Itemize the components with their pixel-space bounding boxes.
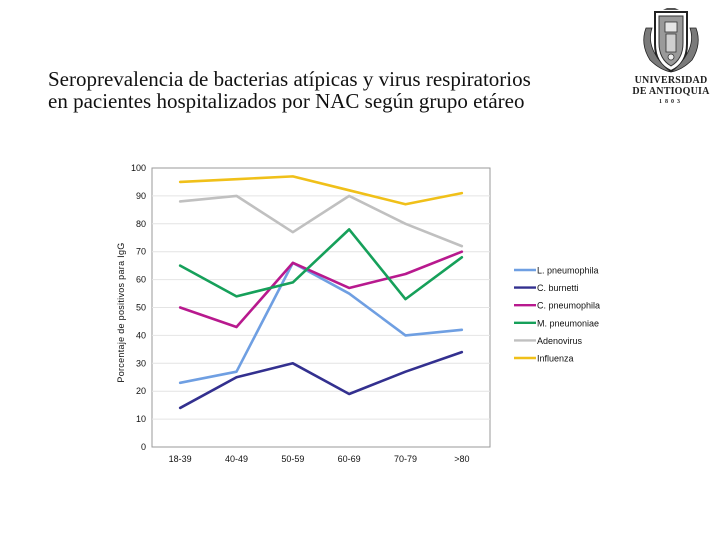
y-axis-label: Porcentaje de positivos para IgG xyxy=(116,242,126,382)
legend-label: Influenza xyxy=(537,354,574,364)
slide-title-line-1: Seroprevalencia de bacterias atípicas y … xyxy=(48,67,531,91)
university-logo: UNIVERSIDAD DE ANTIOQUIA 1803 xyxy=(630,6,712,108)
logo-text-line-1: UNIVERSIDAD xyxy=(634,75,708,86)
y-tick-label: 80 xyxy=(136,219,146,229)
legend: L. pneumophila C. burnetti C. pneumophila M… xyxy=(514,266,600,364)
y-tick-label: 0 xyxy=(141,442,146,452)
series-line xyxy=(178,250,464,329)
series-lines xyxy=(178,175,464,410)
x-tick-label: >80 xyxy=(454,454,469,464)
y-tick-label: 70 xyxy=(136,247,146,257)
x-tick-label: 40-49 xyxy=(225,454,248,464)
axes: 0 10 20 30 40 50 60 70 80 90 100 18-39 40-49 50-59 60-… xyxy=(116,163,469,464)
y-tick-label: 60 xyxy=(136,275,146,285)
slide-title-line-2: en pacientes hospitalizados por NAC segú… xyxy=(48,89,525,113)
logo-text-line-2: DE ANTIOQUIA xyxy=(632,86,710,97)
series-line xyxy=(178,175,464,206)
series-line xyxy=(178,194,464,248)
legend-label: M. pneumoniae xyxy=(537,318,599,328)
series-line xyxy=(178,350,464,410)
legend-label: L. pneumophila xyxy=(537,266,599,276)
slide-title: Seroprevalencia de bacterias atípicas y … xyxy=(48,68,608,112)
y-tick-label: 100 xyxy=(131,163,146,173)
y-tick-label: 10 xyxy=(136,414,146,424)
x-tick-label: 50-59 xyxy=(281,454,304,464)
y-tick-label: 40 xyxy=(136,330,146,340)
university-seal-icon xyxy=(643,6,699,73)
legend-label: C. burnetti xyxy=(537,283,579,293)
x-tick-label: 70-79 xyxy=(394,454,417,464)
legend-label: Adenovirus xyxy=(537,336,583,346)
x-tick-label: 60-69 xyxy=(338,454,361,464)
y-tick-label: 50 xyxy=(136,303,146,313)
y-tick-label: 90 xyxy=(136,191,146,201)
y-tick-label: 30 xyxy=(136,358,146,368)
y-tick-label: 20 xyxy=(136,386,146,396)
series-line xyxy=(178,261,464,385)
legend-label: C. pneumophila xyxy=(537,301,600,311)
series-line xyxy=(178,228,464,301)
x-tick-label: 18-39 xyxy=(169,454,192,464)
logo-text-line-3: 1803 xyxy=(659,99,683,105)
